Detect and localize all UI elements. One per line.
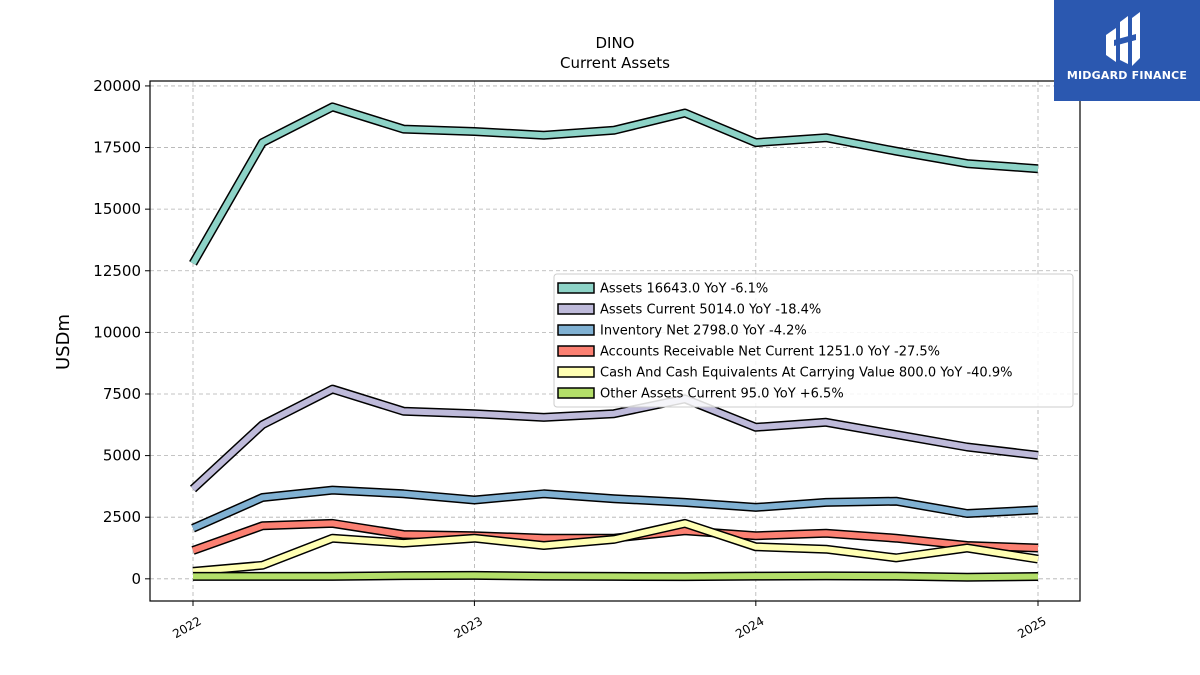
midgard-finance-logo: MIDGARD FINANCE: [1054, 0, 1200, 101]
legend-entry: Other Assets Current 95.0 YoY +6.5%: [600, 387, 844, 402]
y-tick-label: 7500: [103, 385, 141, 403]
y-tick-label: 20000: [93, 77, 141, 95]
y-tick-label: 12500: [93, 262, 141, 280]
logo-text: MIDGARD FINANCE: [1066, 69, 1188, 82]
y-tick-label: 15000: [93, 200, 141, 218]
series-line-outline: [192, 518, 1039, 576]
series-line: [192, 518, 1039, 576]
legend-entry: Inventory Net 2798.0 YoY -4.2%: [600, 324, 807, 339]
plot-frame: [149, 80, 1081, 602]
legend-entry: Assets 16643.0 YoY -6.1%: [600, 282, 768, 297]
legend-swatch: [557, 303, 595, 315]
x-tick-label: 2024: [733, 614, 766, 641]
legend-swatch: [557, 366, 595, 378]
legend-swatch: [557, 324, 595, 336]
series-line-fill: [191, 487, 1039, 532]
legend-swatch: [557, 345, 595, 357]
legend-box: [553, 273, 1074, 408]
chart-subtitle: Current Assets: [560, 54, 670, 72]
y-tick-label: 17500: [93, 139, 141, 157]
y-tick-label: 0: [131, 570, 141, 588]
legend-swatch: [557, 387, 595, 399]
series-layer: [189, 102, 1039, 582]
x-tick-label: 2022: [170, 614, 203, 641]
legend-entry: Assets Current 5014.0 YoY -18.4%: [600, 303, 821, 318]
series-line: [193, 570, 1039, 582]
series-line: [189, 102, 1039, 266]
series-line: [189, 384, 1039, 493]
legend-entry: Cash And Cash Equivalents At Carrying Va…: [600, 366, 1012, 381]
tick-layer: 0 2500 5000 7500 10000 12500 15000 17500 20000 20…: [93, 77, 1048, 641]
x-tick-label: 2023: [452, 614, 485, 641]
chart-title: DINO: [595, 34, 634, 52]
series-line-fill: [190, 103, 1039, 265]
series-line-fill: [192, 520, 1039, 575]
y-tick-label: 5000: [103, 447, 141, 465]
legend-swatch: [557, 282, 595, 294]
logo-mark-icon: [1106, 12, 1140, 66]
series-line-fill: [190, 386, 1039, 492]
y-tick-label: 2500: [103, 508, 141, 526]
series-line-fill: [193, 572, 1039, 581]
legend-entry: Accounts Receivable Net Current 1251.0 Y…: [600, 345, 940, 360]
y-tick-label: 10000: [93, 323, 141, 341]
series-line: [191, 485, 1039, 533]
x-tick-label: 2025: [1015, 614, 1048, 641]
legend: Assets 16643.0 YoY -6.1% Assets Current 5…: [553, 273, 1074, 408]
y-axis-label: USDm: [53, 314, 74, 370]
